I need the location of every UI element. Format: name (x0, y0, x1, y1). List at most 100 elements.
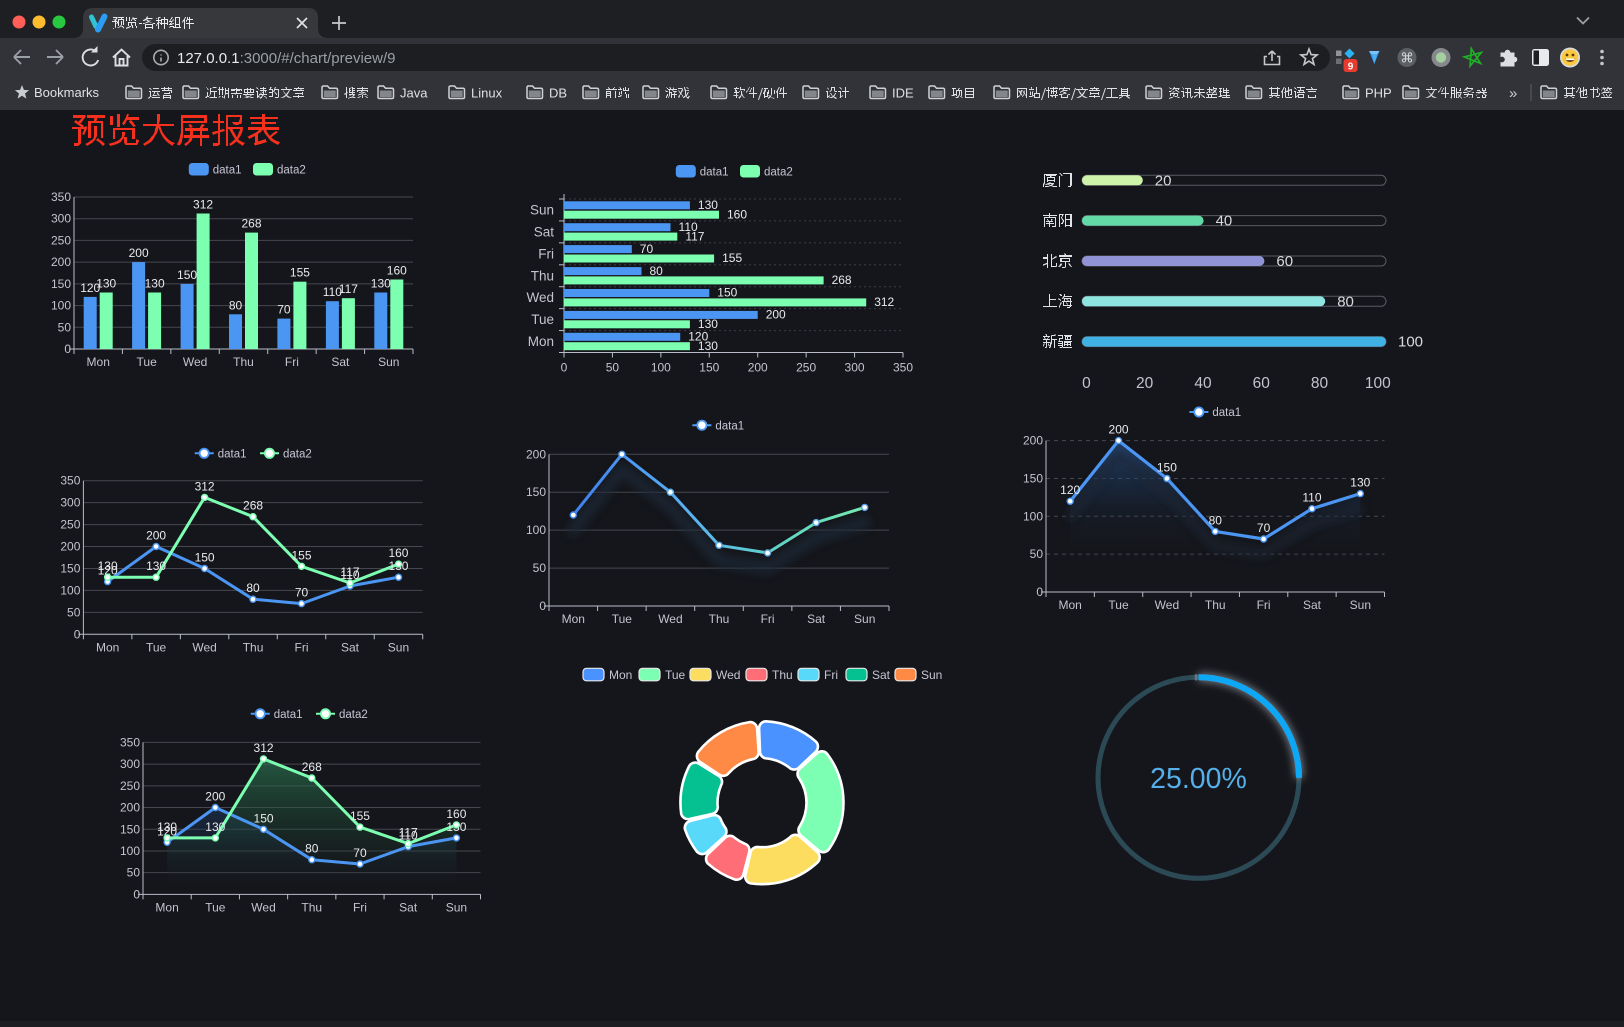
svg-text:Linux: Linux (471, 86, 503, 101)
svg-text:Fri: Fri (824, 668, 838, 682)
svg-text:150: 150 (51, 277, 71, 291)
svg-text:Mon: Mon (528, 334, 554, 349)
svg-text:20: 20 (1136, 375, 1154, 392)
svg-text:130: 130 (1350, 476, 1370, 490)
svg-text:⌘: ⌘ (1400, 51, 1414, 66)
svg-text:100: 100 (526, 523, 546, 537)
svg-text:0: 0 (74, 627, 81, 641)
svg-text:DB: DB (549, 86, 567, 101)
svg-text:50: 50 (533, 561, 547, 575)
svg-text:130: 130 (146, 559, 166, 573)
svg-text:127.0.0.1:3000/#/chart/preview: 127.0.0.1:3000/#/chart/preview/9 (177, 50, 396, 67)
svg-text:155: 155 (292, 548, 312, 562)
svg-text:Sat: Sat (399, 900, 418, 914)
svg-text:150: 150 (195, 550, 215, 564)
svg-text:200: 200 (526, 447, 546, 461)
svg-text:350: 350 (893, 361, 913, 375)
svg-text:300: 300 (60, 496, 80, 510)
svg-text:Sun: Sun (378, 355, 399, 369)
svg-text:Tue: Tue (146, 640, 167, 654)
svg-text:268: 268 (832, 273, 852, 287)
svg-text:0: 0 (64, 342, 71, 356)
svg-text:Java: Java (400, 86, 428, 101)
svg-text:Thu: Thu (531, 268, 554, 283)
svg-text:268: 268 (302, 760, 322, 774)
svg-text:20: 20 (1155, 172, 1172, 189)
svg-text:data1: data1 (213, 164, 242, 176)
svg-text:Sat: Sat (1303, 598, 1322, 612)
svg-text:25.00%: 25.00% (1150, 763, 1247, 795)
svg-text:250: 250 (60, 518, 80, 532)
svg-text:Wed: Wed (1155, 598, 1179, 612)
svg-text:130: 130 (698, 317, 718, 331)
svg-text:200: 200 (205, 790, 225, 804)
svg-text:160: 160 (388, 546, 408, 560)
svg-text:Tue: Tue (531, 312, 554, 327)
svg-text:130: 130 (157, 820, 177, 834)
svg-text:Tue: Tue (205, 900, 226, 914)
svg-text:0: 0 (1036, 585, 1043, 599)
svg-text:Sat: Sat (807, 612, 826, 626)
svg-text:data1: data1 (274, 709, 303, 721)
svg-text:200: 200 (51, 255, 71, 269)
svg-text:Fri: Fri (538, 246, 554, 261)
svg-text:0: 0 (561, 361, 568, 375)
svg-text:160: 160 (727, 207, 747, 221)
svg-text:110: 110 (679, 220, 698, 234)
svg-text:117: 117 (340, 565, 359, 579)
svg-text:100: 100 (1365, 375, 1391, 392)
svg-text:Mon: Mon (562, 612, 585, 626)
svg-text:data2: data2 (277, 164, 306, 176)
svg-text:data2: data2 (764, 166, 793, 178)
svg-text:PHP: PHP (1365, 86, 1392, 101)
svg-text:Wed: Wed (658, 612, 682, 626)
svg-text:130: 130 (371, 277, 391, 291)
svg-text:70: 70 (1257, 521, 1271, 535)
svg-text:Mon: Mon (87, 355, 110, 369)
svg-text:data2: data2 (283, 449, 312, 461)
svg-text:200: 200 (146, 529, 166, 543)
svg-text:data2: data2 (339, 709, 368, 721)
svg-text:155: 155 (290, 266, 310, 280)
svg-text:Tue: Tue (137, 355, 158, 369)
svg-text:150: 150 (60, 561, 80, 575)
svg-text:268: 268 (241, 217, 261, 231)
svg-text:80: 80 (246, 581, 260, 595)
svg-text:Thu: Thu (1205, 598, 1226, 612)
svg-text:150: 150 (717, 286, 737, 300)
svg-text:350: 350 (51, 190, 71, 204)
svg-text:155: 155 (722, 251, 742, 265)
svg-text:130: 130 (98, 559, 118, 573)
svg-text:Mon: Mon (1059, 598, 1082, 612)
svg-text:Wed: Wed (192, 640, 216, 654)
svg-text:Thu: Thu (709, 612, 730, 626)
svg-text:80: 80 (1209, 513, 1223, 527)
svg-text:100: 100 (1023, 509, 1043, 523)
svg-text:120: 120 (80, 281, 100, 295)
svg-text:250: 250 (796, 361, 816, 375)
svg-text:60: 60 (1276, 253, 1293, 270)
svg-text:155: 155 (350, 809, 370, 823)
svg-text:Sat: Sat (341, 640, 360, 654)
svg-text:Sun: Sun (446, 900, 467, 914)
svg-text:Sat: Sat (331, 355, 350, 369)
svg-text:9: 9 (1348, 62, 1354, 73)
svg-text:100: 100 (120, 844, 140, 858)
svg-text:150: 150 (1157, 460, 1177, 474)
svg-text:Sun: Sun (388, 640, 409, 654)
svg-text:Mon: Mon (96, 640, 119, 654)
svg-text:200: 200 (1109, 423, 1129, 437)
svg-text:IDE: IDE (892, 86, 914, 101)
svg-text:150: 150 (1023, 471, 1043, 485)
svg-text:100: 100 (51, 299, 71, 313)
svg-text:100: 100 (60, 583, 80, 597)
svg-text:120: 120 (688, 330, 708, 344)
svg-text:130: 130 (698, 198, 718, 212)
svg-text:data1: data1 (700, 166, 729, 178)
svg-text:Tue: Tue (665, 668, 686, 682)
svg-text:Thu: Thu (233, 355, 254, 369)
svg-text:Wed: Wed (251, 900, 275, 914)
svg-text:110: 110 (340, 568, 359, 582)
svg-text:50: 50 (58, 320, 72, 334)
svg-text:312: 312 (193, 198, 213, 212)
